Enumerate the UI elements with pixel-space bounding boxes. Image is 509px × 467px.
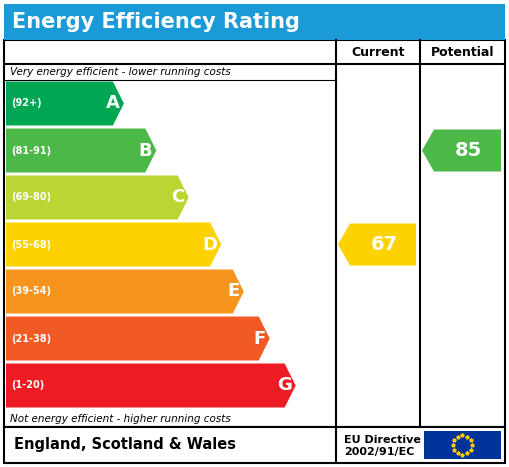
Polygon shape	[422, 129, 501, 171]
Text: 85: 85	[455, 141, 482, 160]
Text: A: A	[106, 94, 120, 113]
Text: Current: Current	[351, 45, 405, 58]
Text: Not energy efficient - higher running costs: Not energy efficient - higher running co…	[10, 414, 231, 424]
Text: (39-54): (39-54)	[11, 286, 51, 297]
Polygon shape	[338, 224, 416, 266]
Text: (81-91): (81-91)	[11, 146, 51, 156]
Text: E: E	[228, 283, 240, 300]
Text: (92+): (92+)	[11, 99, 42, 108]
Polygon shape	[6, 128, 156, 172]
Text: (55-68): (55-68)	[11, 240, 51, 249]
Text: EU Directive: EU Directive	[344, 435, 421, 445]
Polygon shape	[6, 176, 189, 219]
Polygon shape	[6, 82, 124, 126]
Text: C: C	[172, 189, 185, 206]
Bar	[4, 40, 505, 427]
Text: B: B	[138, 142, 152, 160]
Text: (69-80): (69-80)	[11, 192, 51, 203]
Text: D: D	[202, 235, 217, 254]
Text: G: G	[277, 376, 292, 395]
Text: Potential: Potential	[431, 45, 494, 58]
Text: 2002/91/EC: 2002/91/EC	[344, 447, 414, 457]
Bar	[4, 4, 505, 40]
Text: England, Scotland & Wales: England, Scotland & Wales	[14, 438, 236, 453]
Polygon shape	[6, 222, 221, 267]
Text: F: F	[253, 330, 266, 347]
Polygon shape	[6, 269, 244, 313]
Text: Very energy efficient - lower running costs: Very energy efficient - lower running co…	[10, 67, 231, 77]
Text: 67: 67	[371, 235, 398, 254]
Bar	[4, 427, 505, 463]
Bar	[424, 431, 501, 459]
Text: Energy Efficiency Rating: Energy Efficiency Rating	[12, 12, 300, 32]
Text: (21-38): (21-38)	[11, 333, 51, 344]
Text: (1-20): (1-20)	[11, 381, 44, 390]
Polygon shape	[6, 363, 296, 408]
Polygon shape	[6, 317, 270, 361]
